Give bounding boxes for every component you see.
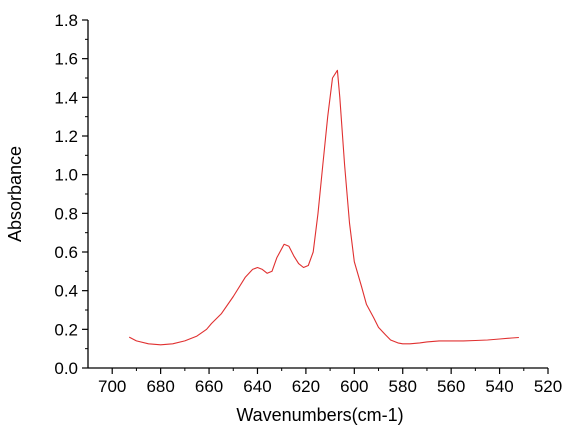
x-tick-label: 540 xyxy=(485,377,513,396)
spectrum-line xyxy=(128,69,519,346)
x-axis-title: Wavenumbers(cm-1) xyxy=(236,405,403,425)
x-tick-label: 560 xyxy=(437,377,465,396)
y-tick-label: 1.2 xyxy=(54,127,78,146)
y-tick-label: 0.0 xyxy=(54,359,78,378)
x-tick-label: 700 xyxy=(98,377,126,396)
x-tick-label: 680 xyxy=(146,377,174,396)
x-tick-label: 600 xyxy=(340,377,368,396)
y-tick-label: 1.6 xyxy=(54,50,78,69)
x-tick-label: 660 xyxy=(195,377,223,396)
x-ticks: 700 680 660 640 620 600 580 560 540 520 xyxy=(98,368,562,396)
y-axis: 0.0 0.2 0.4 0.6 0.8 1.0 1.2 1.4 1.6 1.8 xyxy=(54,11,89,378)
y-tick-label: 0.8 xyxy=(54,204,78,223)
plot-area xyxy=(128,69,519,346)
y-tick-label: 1.4 xyxy=(54,88,78,107)
y-tick-label: 1.8 xyxy=(54,11,78,30)
y-tick-label: 0.2 xyxy=(54,320,78,339)
y-ticks: 0.0 0.2 0.4 0.6 0.8 1.0 1.2 1.4 1.6 1.8 xyxy=(54,11,88,378)
y-axis-title: Absorbance xyxy=(5,146,25,242)
y-tick-label: 0.4 xyxy=(54,282,78,301)
x-tick-label: 640 xyxy=(243,377,271,396)
x-axis: 700 680 660 640 620 600 580 560 540 520 xyxy=(88,367,562,396)
x-tick-label: 520 xyxy=(534,377,562,396)
x-tick-label: 620 xyxy=(292,377,320,396)
x-tick-label: 580 xyxy=(389,377,417,396)
y-tick-label: 0.6 xyxy=(54,243,78,262)
y-tick-label: 1.0 xyxy=(54,166,78,185)
